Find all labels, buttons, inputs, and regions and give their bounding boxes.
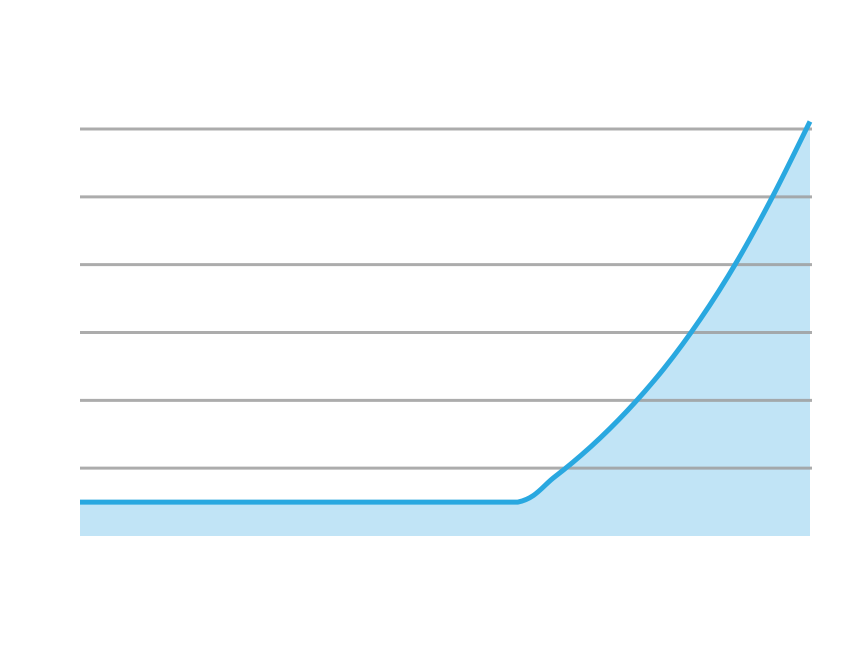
series-line bbox=[80, 120, 813, 505]
area-fill bbox=[80, 121, 810, 536]
gridlines bbox=[80, 127, 812, 470]
